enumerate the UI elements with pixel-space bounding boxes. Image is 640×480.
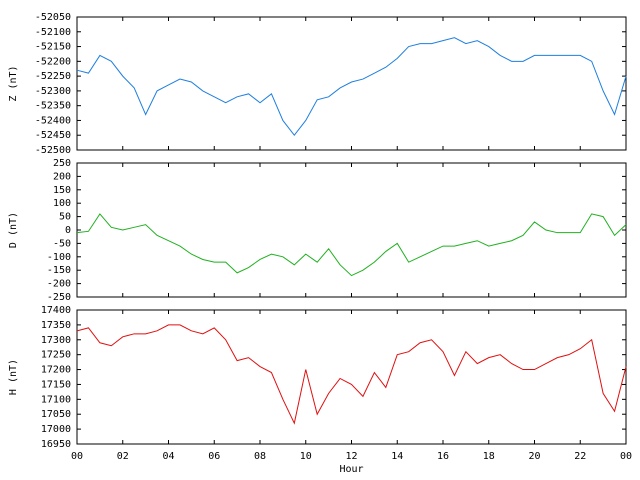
x-tick-label: 04 [162, 451, 174, 462]
x-tick-label: 18 [483, 451, 495, 462]
x-tick-label: 00 [71, 451, 83, 462]
y-tick-label: -52300 [35, 86, 71, 97]
y-tick-label: -52500 [35, 145, 71, 156]
y-axis-label: H (nT) [8, 359, 19, 395]
y-tick-label: 17250 [41, 350, 71, 361]
y-tick-label: 17200 [41, 365, 71, 376]
y-tick-label: 17100 [41, 394, 71, 405]
y-tick-label: -52050 [35, 12, 71, 23]
y-tick-label: -52450 [35, 130, 71, 141]
y-tick-label: 100 [53, 198, 71, 209]
data-line [76, 37, 627, 137]
y-tick-label: 16950 [41, 439, 71, 450]
y-tick-label: -250 [47, 292, 71, 303]
x-tick-label: 22 [574, 451, 586, 462]
x-tick-label: 12 [345, 451, 357, 462]
x-tick-label: 08 [254, 451, 266, 462]
x-tick-label: 20 [528, 451, 540, 462]
y-tick-label: -52150 [35, 42, 71, 53]
y-tick-label: 50 [59, 212, 71, 223]
x-tick-label: 16 [437, 451, 449, 462]
y-tick-label: 17000 [41, 424, 71, 435]
x-tick-label: 14 [391, 451, 403, 462]
plot-frame [76, 16, 627, 151]
y-tick-label: -150 [47, 265, 71, 276]
x-tick-label: 02 [117, 451, 129, 462]
data-line [76, 213, 627, 277]
x-tick-label: 06 [208, 451, 220, 462]
x-tick-label: 10 [300, 451, 312, 462]
y-tick-label: -52350 [35, 101, 71, 112]
y-tick-label: -52400 [35, 115, 71, 126]
y-tick-label: -52250 [35, 71, 71, 82]
y-tick-label: 0 [65, 225, 71, 236]
y-tick-label: 200 [53, 171, 71, 182]
y-tick-label: 17300 [41, 335, 71, 346]
y-tick-label: 250 [53, 158, 71, 169]
x-axis-label: Hour [339, 464, 363, 475]
y-tick-label: 17050 [41, 409, 71, 420]
x-tick-label: 00 [620, 451, 632, 462]
y-tick-label: -50 [53, 238, 71, 249]
y-tick-label: -52100 [35, 27, 71, 38]
y-tick-label: 17400 [41, 305, 71, 316]
y-tick-label: 17150 [41, 379, 71, 390]
y-tick-label: 150 [53, 185, 71, 196]
y-tick-label: -52200 [35, 56, 71, 67]
y-axis-label: D (nT) [8, 212, 19, 248]
y-tick-label: 17350 [41, 320, 71, 331]
plot-frame [76, 162, 627, 298]
y-axis-label: Z (nT) [8, 65, 19, 101]
y-tick-label: -100 [47, 252, 71, 263]
data-line [76, 324, 627, 425]
y-tick-label: -200 [47, 279, 71, 290]
